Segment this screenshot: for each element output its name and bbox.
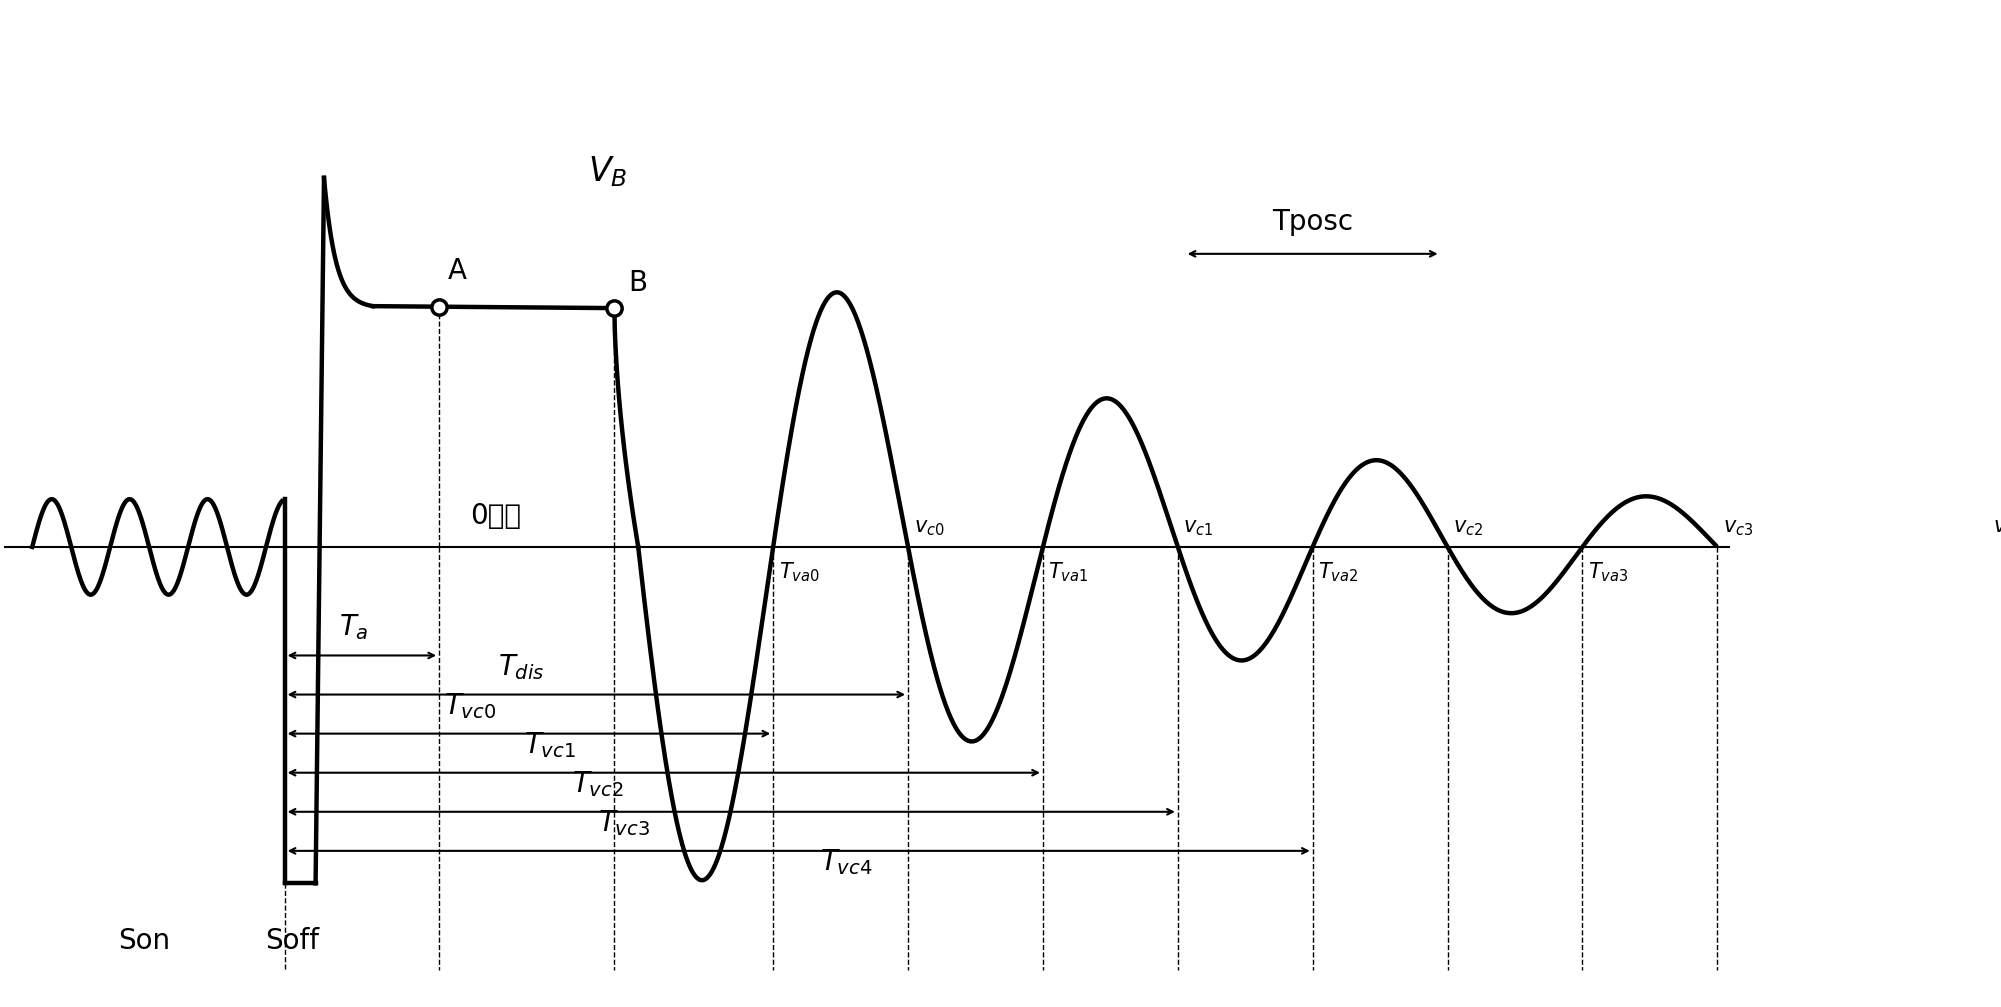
Text: $v_{c4}$: $v_{c4}$ xyxy=(1993,519,2001,538)
Text: $T_{va1}$: $T_{va1}$ xyxy=(1049,560,1089,583)
Text: 0电平: 0电平 xyxy=(470,501,520,530)
Text: A: A xyxy=(448,257,466,285)
Text: Tposc: Tposc xyxy=(1273,208,1353,237)
Text: $T_a$: $T_a$ xyxy=(340,612,368,642)
Text: $T_{va3}$: $T_{va3}$ xyxy=(1589,560,1629,583)
Text: $T_{vc2}$: $T_{vc2}$ xyxy=(572,769,622,799)
Text: $V_B$: $V_B$ xyxy=(588,154,626,188)
Text: Soff: Soff xyxy=(264,926,318,955)
Text: $v_{c0}$: $v_{c0}$ xyxy=(914,519,944,538)
Text: $T_{va0}$: $T_{va0}$ xyxy=(778,560,820,583)
Text: $v_{c2}$: $v_{c2}$ xyxy=(1453,519,1483,538)
Text: $T_{vc1}$: $T_{vc1}$ xyxy=(524,730,576,759)
Text: $T_{dis}$: $T_{dis}$ xyxy=(498,652,544,682)
Text: $T_{vc3}$: $T_{vc3}$ xyxy=(598,808,650,838)
Text: $v_{c3}$: $v_{c3}$ xyxy=(1723,519,1753,538)
Text: Son: Son xyxy=(118,926,170,955)
Text: $T_{vc0}$: $T_{vc0}$ xyxy=(444,691,496,721)
Text: B: B xyxy=(628,269,648,297)
Text: $T_{vc4}$: $T_{vc4}$ xyxy=(820,847,872,877)
Text: $v_{c1}$: $v_{c1}$ xyxy=(1183,519,1215,538)
Text: $T_{va2}$: $T_{va2}$ xyxy=(1319,560,1359,583)
